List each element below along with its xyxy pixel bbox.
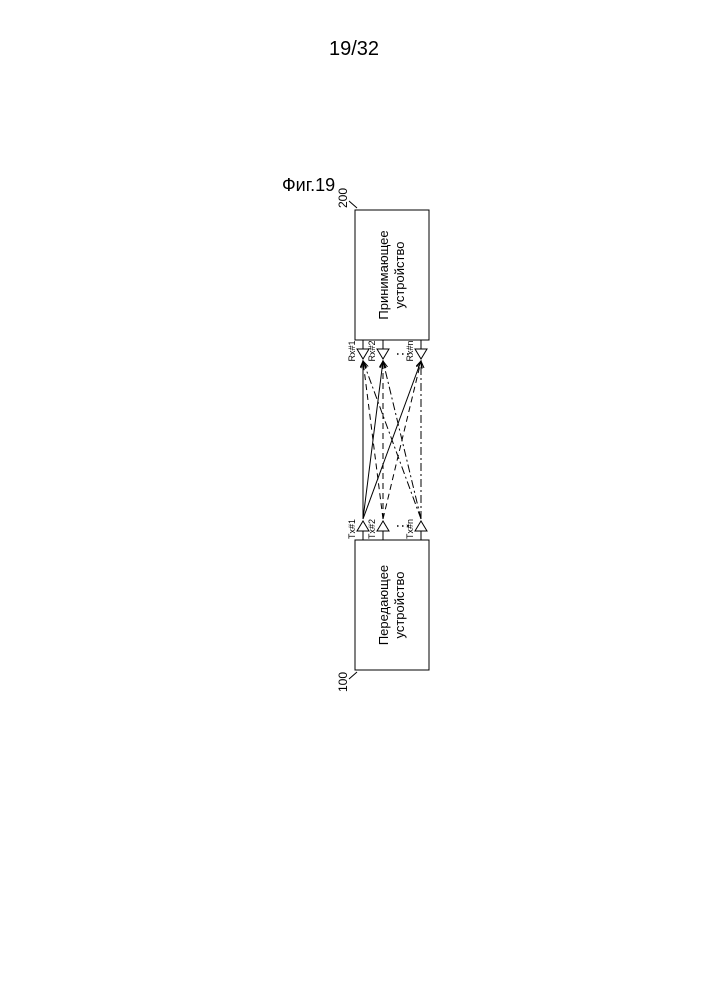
mimo-diagram: Передающееустройство100Принимающееустрой… — [0, 0, 708, 1000]
svg-text:Tx#2: Tx#2 — [367, 519, 377, 539]
svg-text:200: 200 — [336, 188, 350, 208]
svg-text:⋮: ⋮ — [394, 347, 410, 361]
svg-text:100: 100 — [336, 672, 350, 692]
svg-text:Передающее: Передающее — [376, 565, 391, 645]
svg-text:Принимающее: Принимающее — [376, 230, 391, 319]
svg-text:устройство: устройство — [392, 242, 407, 309]
svg-text:Rx#2: Rx#2 — [367, 340, 377, 361]
svg-text:Tx#1: Tx#1 — [347, 519, 357, 539]
svg-text:⋮: ⋮ — [394, 519, 410, 533]
svg-text:Rx#1: Rx#1 — [347, 340, 357, 361]
svg-text:устройство: устройство — [392, 572, 407, 639]
